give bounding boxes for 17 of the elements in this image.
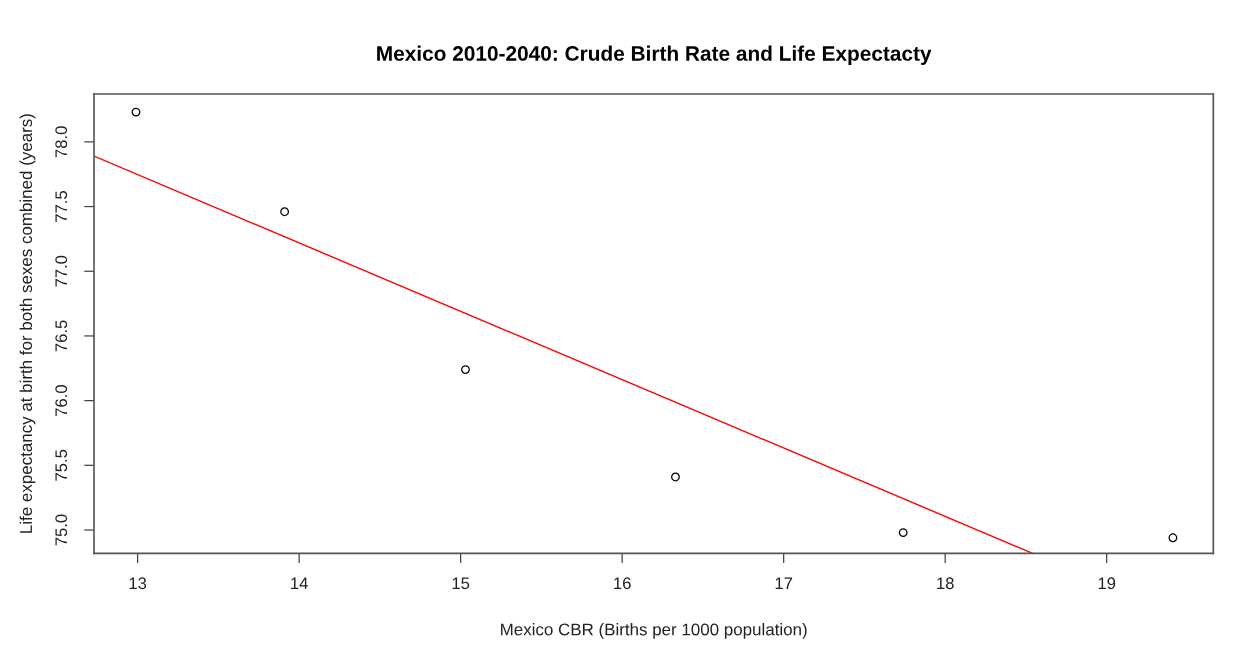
- y-tick-label: 78.0: [55, 126, 68, 158]
- x-tick-label: 16: [614, 577, 631, 590]
- x-tick-label: 14: [291, 577, 308, 589]
- y-tick-label: 76.0: [55, 385, 68, 416]
- y-tick-label: 75.5: [55, 449, 68, 481]
- chart-title: Mexico 2010-2040: Crude Birth Rate and Life Expectacty: [377, 45, 932, 65]
- x-axis-title: Mexico CBR (Births per 1000 population): [501, 623, 807, 639]
- x-tick-label: 13: [129, 577, 147, 590]
- x-tick-label: 19: [1098, 577, 1116, 590]
- y-tick-label: 77.0: [55, 255, 68, 287]
- x-tick-label: 17: [775, 577, 793, 589]
- x-tick-label: 15: [452, 577, 470, 590]
- y-tick-label: 76.5: [55, 320, 68, 352]
- x-tick-label: 18: [937, 577, 954, 590]
- y-tick-label: 75.0: [55, 514, 68, 546]
- y-tick-label: 77.5: [55, 191, 68, 222]
- y-axis-title: Life expectancy at birth for both sexes combined (years): [19, 114, 36, 533]
